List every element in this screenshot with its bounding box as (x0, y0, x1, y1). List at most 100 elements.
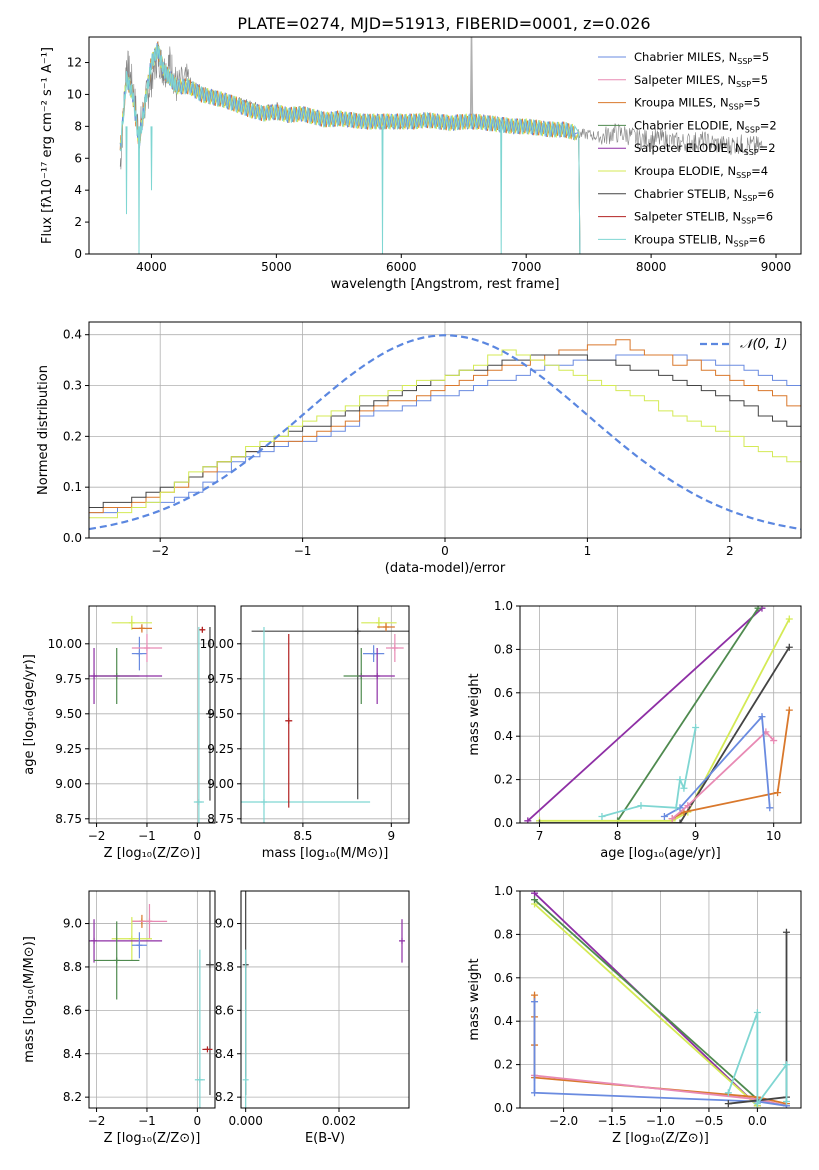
x-tick-label: 7000 (511, 260, 542, 274)
weight-marker (676, 776, 684, 784)
x-tick-label: −0.5 (694, 1114, 723, 1128)
y-tick-label: 1.0 (494, 884, 513, 898)
y-tick-label: 8.2 (63, 1090, 82, 1104)
x-tick-label: 7 (536, 829, 544, 843)
y-axis-label: age [log₁₀(age/yr)] (22, 654, 37, 775)
plot-area-mass_age (241, 606, 409, 823)
legend-entry: Chabrier STELIB, NSSP=6 (634, 187, 774, 203)
legend-entry: Kroupa MILES, NSSP=5 (634, 96, 760, 112)
y-tick-label: 8.8 (215, 960, 234, 974)
axes-spectrum: 4000 5000 6000 7000 8000 9000 0 2 4 6 8 10 12 wavelen… (40, 36, 802, 292)
y-axis-label: mass weight (467, 673, 482, 755)
weight-marker (536, 819, 544, 823)
weight-marker (754, 606, 762, 612)
y-tick-label: 8.8 (63, 960, 82, 974)
data-point (206, 710, 213, 717)
weight-marker (531, 998, 539, 1006)
legend-entry: Kroupa STELIB, NSSP=6 (634, 232, 765, 248)
y-tick-label: 0.4 (63, 328, 82, 342)
x-tick-label: −1 (138, 1114, 156, 1128)
weight-line-chabrier_elodie (616, 607, 759, 822)
mask-drop (500, 126, 503, 254)
legend: Chabrier MILES, NSSP=5 Salpeter MILES, NS… (598, 50, 777, 248)
model-spectrum-kroupa_stelib (119, 45, 581, 254)
legend-entry: 𝒩(0, 1) (740, 337, 787, 352)
weight-line-salpeter_miles (671, 730, 775, 820)
weight-marker (598, 812, 606, 820)
x-tick-label: −1 (294, 544, 312, 558)
y-tick-label: 0.6 (494, 971, 513, 985)
y-tick-label: 0.0 (494, 816, 513, 830)
axes-z_age: −2 −1 0 8.75 9.00 9.25 9.50 9.75 10.00 Z [log₁₀(Z… (22, 605, 216, 861)
x-tick-label: 4000 (136, 260, 167, 274)
data-point (113, 957, 120, 964)
y-tick-label: 0.4 (494, 729, 513, 743)
axes-frame (88, 605, 216, 824)
series-layer (119, 37, 763, 254)
weight-marker (680, 784, 688, 792)
weight-line-chabrier_elodie (533, 899, 759, 1100)
axes-age_weight: 7 8 9 10 0.0 0.2 0.4 0.6 0.8 1.0 age [log₁₀(age/yr… (467, 599, 802, 861)
series-layer (89, 891, 214, 1108)
axes-mass_age: 8.5 9 8.75 9.00 9.25 9.50 9.75 10.00 mass [log₁₀… (200, 605, 410, 861)
y-tick-label: 0.6 (494, 686, 513, 700)
y-tick-label: 0.0 (494, 1101, 513, 1115)
y-tick-label: 10.00 (200, 637, 234, 651)
weight-marker (724, 1089, 732, 1097)
x-tick-label: 0 (441, 544, 449, 558)
weight-line-salpeter_elodie (527, 607, 763, 822)
x-axis-label: mass [log₁₀(M/M⊙)] (262, 846, 389, 861)
gaussian-curve (89, 334, 801, 531)
data-point (399, 937, 405, 944)
y-tick-label: 0.2 (494, 1058, 513, 1072)
axes-frame (240, 605, 410, 824)
y-axis-label: Normed distribution (36, 365, 51, 495)
y-tick-label: 0.4 (494, 1014, 513, 1028)
x-tick-label: 9000 (761, 260, 792, 274)
weight-line-chabrier_stelib (539, 646, 791, 823)
legend-entry: Chabrier MILES, NSSP=5 (634, 50, 769, 66)
y-tick-label: 1.0 (494, 599, 513, 613)
weight-marker (774, 789, 782, 797)
series-layer (89, 615, 214, 823)
weight-line-kroupa_elodie (539, 618, 791, 822)
legend-entry: Salpeter ELODIE, NSSP=2 (634, 141, 776, 157)
y-tick-label: 8.75 (207, 812, 234, 826)
series-layer (524, 606, 793, 823)
histogram-step-kroupa_miles (89, 339, 801, 514)
x-tick-label: −2 (88, 829, 106, 843)
series-layer (89, 334, 801, 531)
mask-drop (150, 126, 153, 191)
figure-title: PLATE=0274, MJD=51913, FIBERID=0001, z=0… (237, 14, 650, 33)
x-tick-label: −1.0 (646, 1114, 675, 1128)
mask-drop (138, 126, 140, 254)
x-tick-label: 1 (584, 544, 592, 558)
weight-marker (766, 804, 774, 812)
data-point (128, 619, 135, 626)
data-point (206, 961, 213, 968)
y-axis-label: Flux [fλ10⁻¹⁷ erg cm⁻² s⁻¹ A⁻¹] (40, 47, 55, 244)
weight-line-kroupa_elodie (533, 903, 759, 1107)
weight-marker (753, 1100, 761, 1108)
data-point (204, 1046, 211, 1053)
plot-area-spectrum (119, 37, 763, 254)
axes-frame (240, 890, 410, 1109)
y-tick-label: 9.25 (207, 742, 234, 756)
y-tick-label: 0.2 (63, 429, 82, 443)
y-tick-label: 6 (74, 151, 82, 165)
x-axis-label: E(B-V) (305, 1131, 345, 1146)
x-axis-label: Z [log₁₀(Z/Z⊙)] (104, 1131, 201, 1146)
axes-z_mass: −2 −1 0 8.2 8.4 8.6 8.8 9.0 Z [log₁₀(Z/Z⊙)] mass … (22, 890, 216, 1146)
mask-drop (381, 126, 384, 254)
weight-marker (782, 1061, 790, 1069)
axes-frame (88, 890, 216, 1109)
data-point (138, 625, 145, 632)
weight-marker (753, 1009, 761, 1017)
data-point (285, 717, 292, 724)
weight-line-chabrier_miles (663, 714, 771, 818)
y-tick-label: 8.6 (63, 1003, 82, 1017)
x-tick-label: 9 (692, 829, 700, 843)
y-tick-label: 9.50 (207, 707, 234, 721)
y-tick-label: 9.00 (55, 777, 82, 791)
data-point (91, 673, 98, 679)
